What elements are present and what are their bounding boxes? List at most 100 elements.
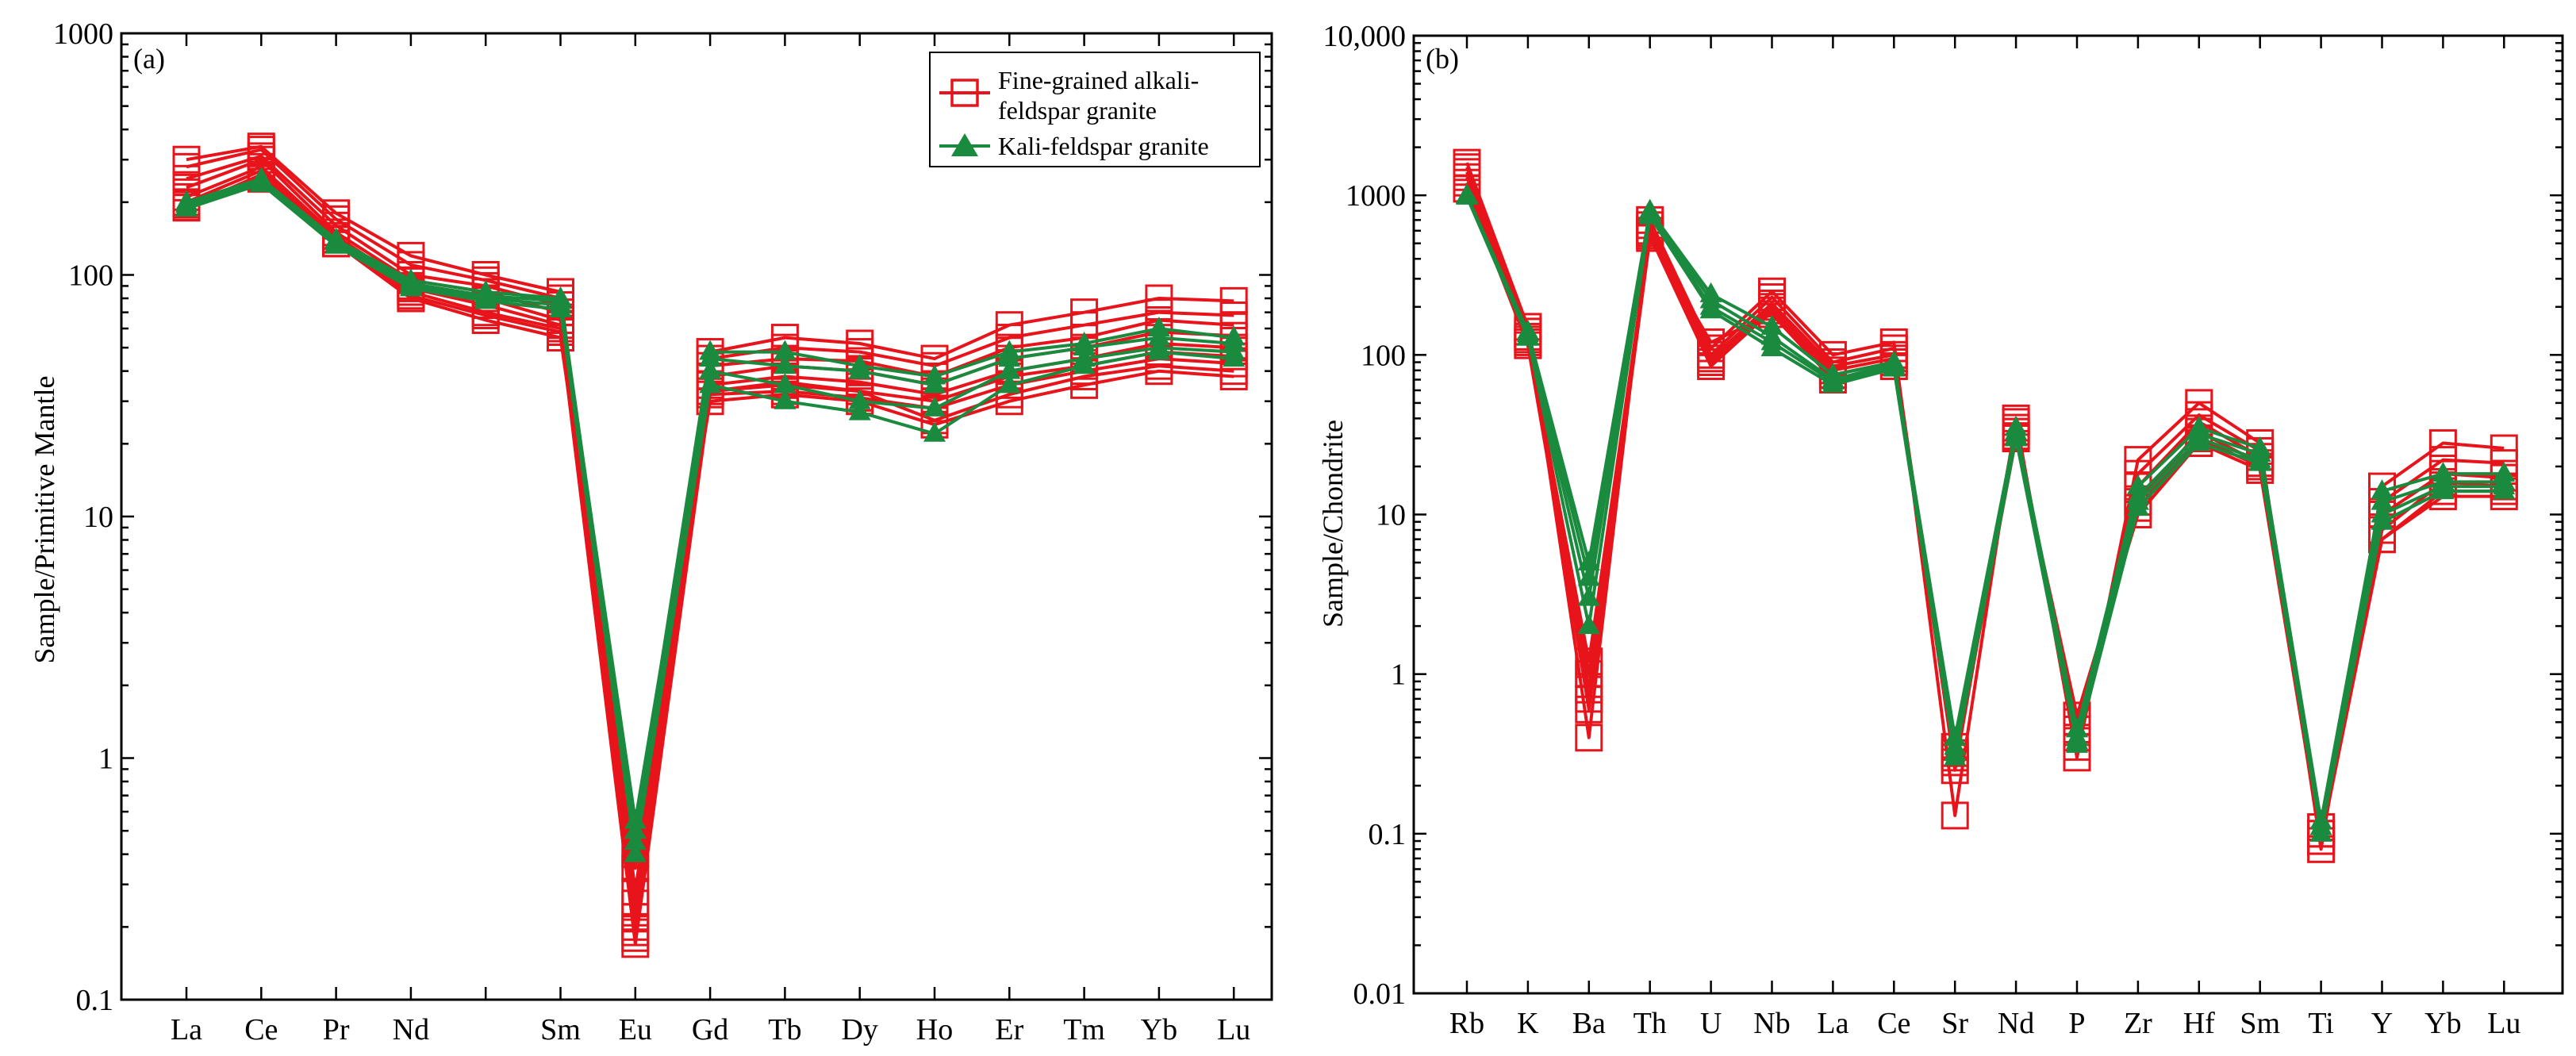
triangle-marker — [2371, 509, 2394, 530]
series-layer-b — [1453, 148, 2518, 863]
triangle-marker — [1944, 745, 1967, 766]
y-axis-title-a: Sample/Primitive Mantle — [29, 376, 60, 664]
series-line — [186, 173, 1234, 946]
series-line — [1465, 162, 2505, 851]
x-label-nd: Nd — [393, 1013, 429, 1046]
triangle-marker — [399, 276, 422, 297]
triangle-marker — [774, 354, 797, 374]
triangle-marker — [923, 396, 946, 417]
square-marker — [1575, 685, 1603, 713]
triangle-marker — [774, 340, 797, 360]
series-line — [1465, 176, 2505, 835]
x-label-tb: Tb — [768, 1013, 801, 1046]
y-tick-label-b: 1 — [1391, 659, 1406, 692]
triangle-marker — [2432, 479, 2455, 500]
x-label-ce: Ce — [1877, 1007, 1910, 1040]
triangle-marker — [1147, 340, 1170, 360]
triangle-marker — [699, 359, 722, 379]
y-ticks-b: 0.01 0.1 1 10 100 1000 10,000 — [1323, 20, 2563, 1011]
y-axis-title-b: Sample/Chondrite — [1317, 420, 1349, 628]
series-line — [186, 154, 1234, 919]
legend-fine-label-line2: feldspar granite — [998, 96, 1157, 125]
triangle-marker — [923, 373, 946, 394]
triangle-marker — [2126, 496, 2149, 516]
x-label-rb: Rb — [1449, 1007, 1484, 1040]
triangle-marker — [1456, 184, 1478, 205]
plot-frame-b — [1412, 34, 2564, 995]
x-label-dy: Dy — [841, 1013, 877, 1046]
triangle-marker — [998, 347, 1021, 367]
triangle-marker — [1073, 336, 1096, 356]
x-label-yb: Yb — [1141, 1013, 1177, 1046]
legend: Fine-grained alkali- feldspar granite Ka… — [929, 52, 1261, 167]
kali-series-10 — [175, 168, 1246, 851]
y-tick-label-b: 0.01 — [1353, 977, 1407, 1011]
x-label-sr: Sr — [1941, 1007, 1968, 1040]
y-tick-label-b: 10 — [1376, 499, 1406, 532]
triangle-marker — [774, 373, 797, 394]
square-marker — [1575, 647, 1603, 676]
triangle-marker — [998, 359, 1021, 379]
panel-b: Sample/Chondrite 0.01 0.1 1 10 100 1000 10,000… — [1317, 20, 2564, 1040]
triangle-marker — [175, 197, 198, 217]
y-tick-label-b: 1000 — [1346, 179, 1406, 213]
x-label-hf: Hf — [2183, 1007, 2215, 1040]
panel-label-b: (b) — [1426, 43, 1459, 75]
triangle-marker — [1516, 325, 1539, 346]
triangle-marker — [1822, 372, 1845, 393]
x-label-nb: Nb — [1753, 1007, 1790, 1040]
triangle-marker — [2187, 431, 2210, 451]
triangle-marker — [848, 389, 871, 409]
x-label-gd: Gd — [692, 1013, 728, 1046]
fine-grained-series-8 — [172, 164, 1248, 869]
kali-series-9 — [1456, 184, 2516, 842]
legend-kali-label: Kali-feldspar granite — [998, 132, 1209, 160]
series-line — [1465, 182, 2505, 829]
series-line — [186, 177, 1234, 856]
triangle-marker — [848, 359, 871, 379]
square-marker — [2490, 434, 2518, 463]
fine-grained-series-3 — [172, 145, 1248, 941]
x-label-u: U — [1700, 1007, 1722, 1040]
triangle-marker — [2248, 451, 2271, 471]
series-line — [1465, 195, 2505, 829]
y-tick-label-a: 100 — [68, 259, 113, 293]
square-marker — [621, 930, 650, 958]
fine-grained-series-1 — [172, 136, 1248, 918]
series-line — [186, 182, 1234, 856]
series-line — [1465, 196, 2505, 835]
triangle-marker — [1699, 298, 1722, 319]
plot-frame-a — [120, 32, 1273, 1001]
series-line — [1465, 188, 2505, 843]
triangle-marker — [1073, 354, 1096, 374]
triangle-marker — [2371, 490, 2394, 510]
fine-grained-series-4 — [172, 152, 1248, 947]
x-ticks-b: Rb K Ba Th U Nb La Ce Sr Nd P Zr Hf Sm Ti Y Yb Lu — [1449, 36, 2520, 1040]
triangle-marker — [624, 842, 647, 862]
series-line — [1465, 194, 2505, 823]
triangle-marker — [848, 400, 871, 420]
x-label-k: K — [1517, 1007, 1539, 1040]
series-line — [186, 158, 1234, 929]
fine-grained-series-5 — [1453, 175, 2518, 855]
x-label-la: La — [171, 1013, 202, 1046]
triangle-marker — [624, 830, 647, 851]
triangle-marker — [1147, 325, 1170, 346]
triangle-marker — [2493, 479, 2516, 500]
triangle-marker — [549, 297, 572, 317]
y-tick-label-a: 0.1 — [76, 984, 114, 1017]
x-label-sm: Sm — [540, 1013, 581, 1046]
y-tick-label-a: 10 — [83, 501, 113, 534]
x-label-er: Er — [995, 1013, 1023, 1046]
triangle-marker — [324, 233, 347, 254]
x-label-p: P — [2068, 1007, 2085, 1040]
x-label-sm: Sm — [2240, 1007, 2280, 1040]
y-tick-label-a: 1000 — [53, 17, 113, 51]
square-marker — [1697, 352, 1726, 381]
y-tick-label-a: 1 — [98, 743, 113, 776]
triangle-marker — [1577, 614, 1600, 635]
square-marker — [2428, 429, 2457, 458]
triangle-marker — [998, 373, 1021, 394]
panel-a: Sample/Primitive Mantle 0.1 1 10 100 1000 La… — [29, 17, 1273, 1046]
legend-kali-marker — [951, 133, 978, 156]
